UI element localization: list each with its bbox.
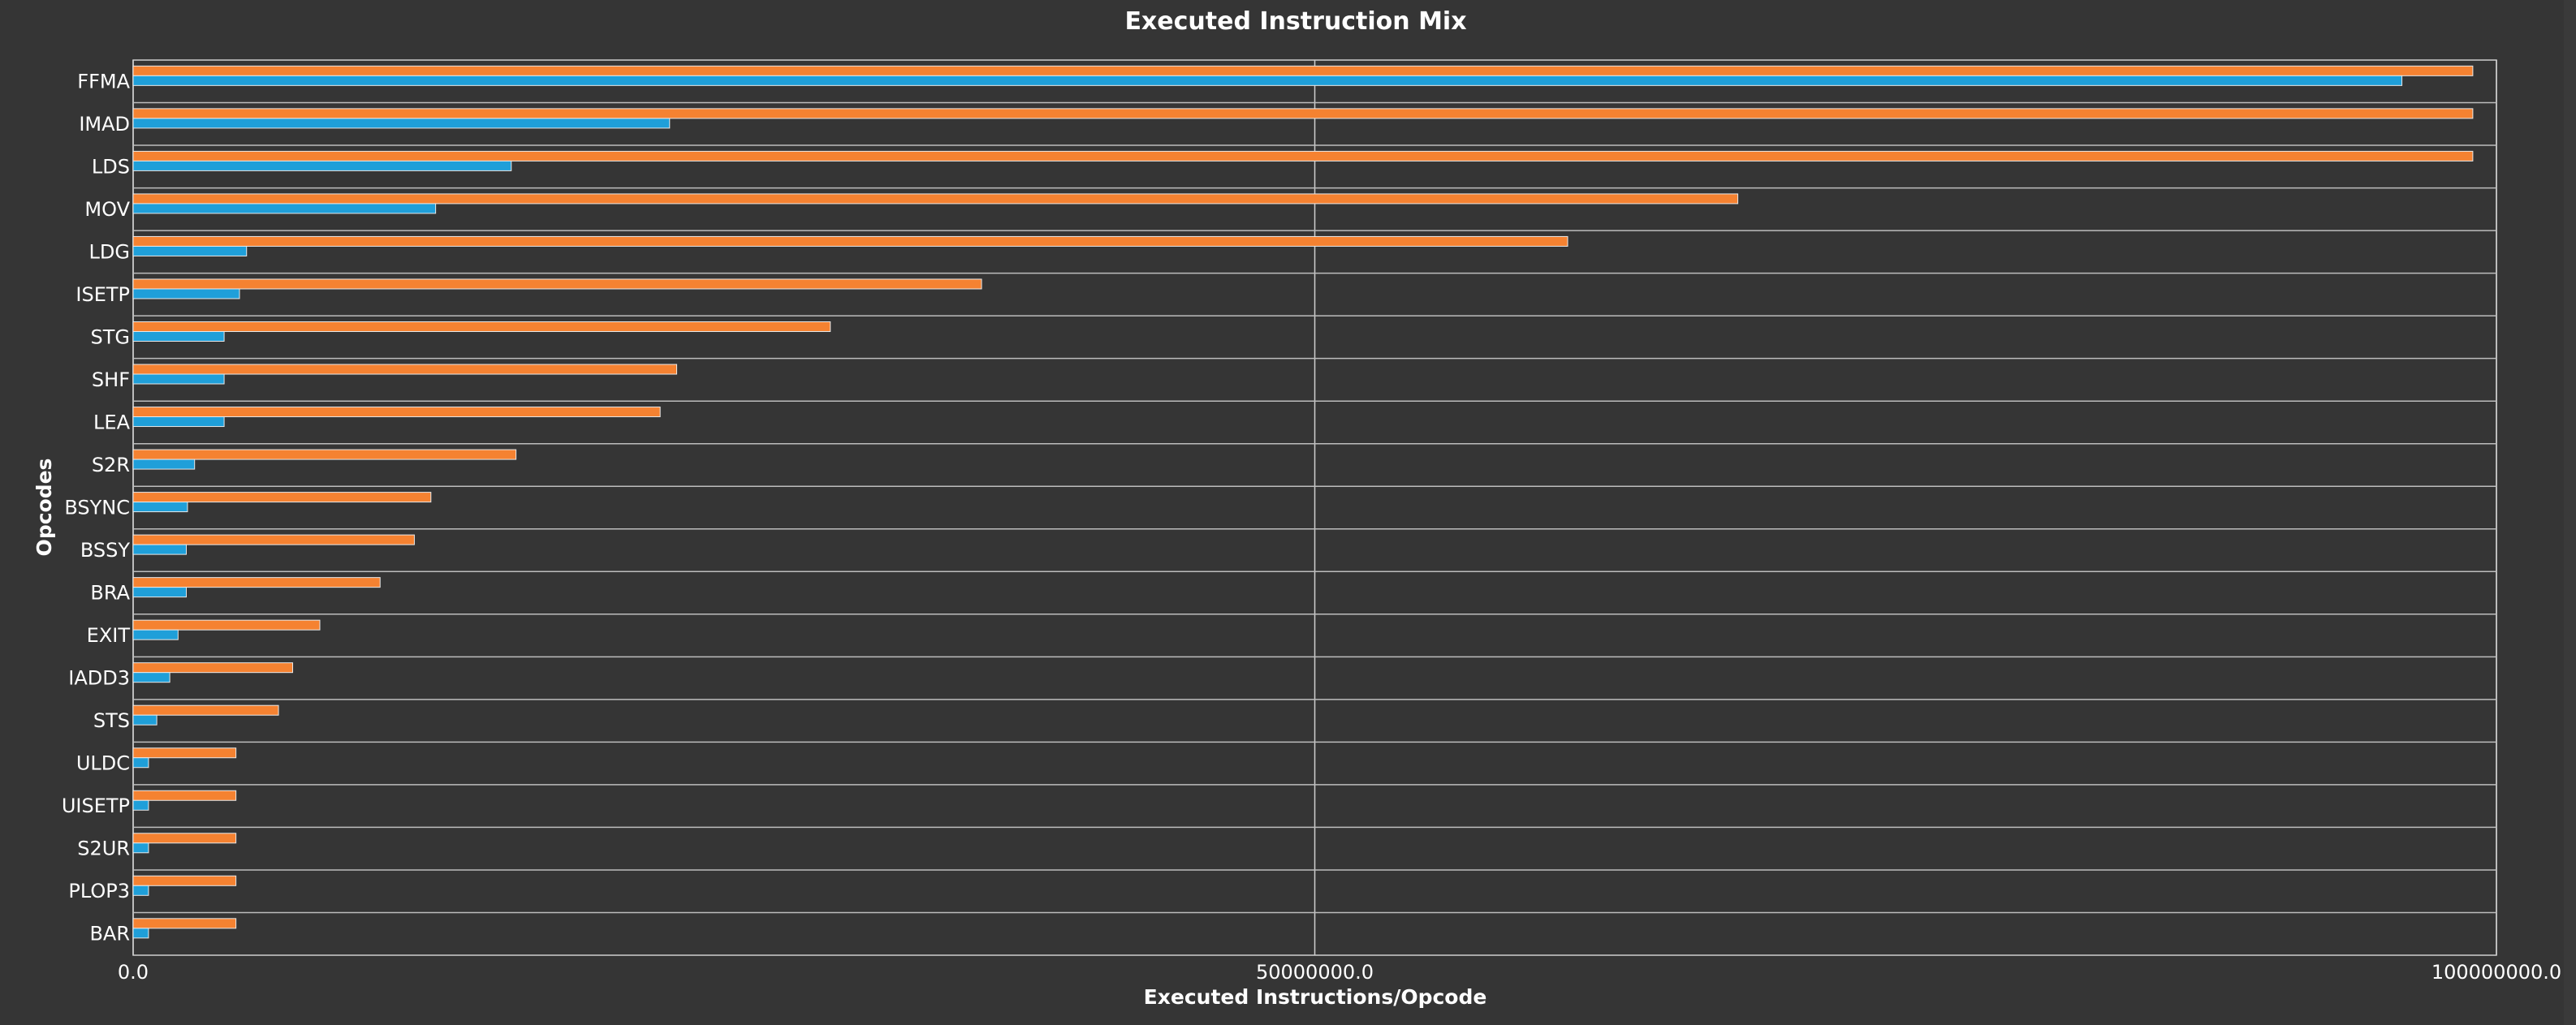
bar-lds-series-1 <box>132 150 2474 162</box>
category-label-stg: STG <box>91 325 131 348</box>
bar-ffma-series-1 <box>132 65 2474 76</box>
bar-bssy-series-2 <box>132 544 187 555</box>
bar-s2r-series-1 <box>132 449 517 460</box>
bar-mov-series-1 <box>132 193 1739 205</box>
bar-bssy-series-1 <box>132 534 415 545</box>
category-label-sts: STS <box>93 709 130 732</box>
bar-isetp-series-1 <box>132 278 982 290</box>
bar-exit-series-1 <box>132 619 321 631</box>
bar-imad-series-1 <box>132 108 2474 119</box>
bar-stg-series-2 <box>132 330 225 342</box>
category-label-ffma: FFMA <box>77 70 130 93</box>
category-label-iadd3: IADD3 <box>68 667 130 690</box>
bar-stg-series-1 <box>132 321 831 332</box>
bar-lds-series-2 <box>132 160 512 171</box>
category-label-uisetp: UISETP <box>62 795 130 817</box>
bar-bar-series-1 <box>132 918 237 929</box>
bar-ldg-series-2 <box>132 245 248 256</box>
category-label-bra: BRA <box>90 582 130 605</box>
bar-s2ur-series-1 <box>132 833 237 844</box>
bar-sts-series-1 <box>132 704 279 716</box>
category-label-lds: LDS <box>92 155 130 178</box>
bar-shf-series-1 <box>132 364 678 375</box>
category-labels: FFMA IMAD LDS MOV LDG ISETP STG SHF LEA S2R BSYNC B… <box>62 70 131 945</box>
category-label-bsync: BSYNC <box>64 497 130 519</box>
bars <box>132 65 2474 939</box>
bar-isetp-series-2 <box>132 288 240 299</box>
bar-uisetp-series-2 <box>132 799 149 811</box>
bar-uldc-series-2 <box>132 757 149 769</box>
bar-iadd3-series-1 <box>132 662 293 674</box>
category-label-plop3: PLOP3 <box>68 880 130 902</box>
vertical-scrollbar[interactable] <box>2564 0 2576 1025</box>
chart-title: Executed Instruction Mix <box>1124 7 1466 36</box>
y-axis-label: Opcodes <box>32 459 56 557</box>
x-tick-label: 100000000.0 <box>2431 961 2561 984</box>
category-label-lea: LEA <box>93 411 131 433</box>
bar-s2ur-series-2 <box>132 842 149 854</box>
bar-bra-series-1 <box>132 577 381 588</box>
bar-bar-series-2 <box>132 928 149 939</box>
bar-bsync-series-2 <box>132 502 188 513</box>
category-label-imad: IMAD <box>79 113 130 136</box>
bar-iadd3-series-2 <box>132 672 170 683</box>
category-label-exit: EXIT <box>87 624 131 647</box>
bar-imad-series-2 <box>132 118 671 129</box>
x-tick-label: 0.0 <box>118 961 149 984</box>
bar-uldc-series-1 <box>132 747 237 759</box>
bar-ffma-series-2 <box>132 75 2403 86</box>
x-tick-labels: 0.0 50000000.0 100000000.0 <box>118 961 2561 984</box>
category-label-bssy: BSSY <box>80 539 131 562</box>
bar-bra-series-2 <box>132 587 187 598</box>
bar-lea-series-1 <box>132 407 661 418</box>
bar-s2r-series-2 <box>132 459 196 470</box>
category-label-uldc: ULDC <box>76 752 130 775</box>
bar-exit-series-2 <box>132 629 179 640</box>
bar-bsync-series-1 <box>132 492 432 503</box>
category-label-shf: SHF <box>92 368 130 391</box>
bar-shf-series-2 <box>132 373 225 385</box>
category-label-s2ur: S2UR <box>77 838 130 860</box>
bar-plop3-series-2 <box>132 885 149 896</box>
category-label-s2r: S2R <box>92 454 130 476</box>
bar-ldg-series-1 <box>132 235 1568 247</box>
bar-plop3-series-1 <box>132 875 237 886</box>
bar-sts-series-2 <box>132 714 157 726</box>
x-axis-label: Executed Instructions/Opcode <box>1144 985 1487 1009</box>
category-label-isetp: ISETP <box>76 283 130 306</box>
bar-mov-series-2 <box>132 203 437 214</box>
category-label-bar: BAR <box>89 923 130 945</box>
bar-uisetp-series-1 <box>132 790 237 801</box>
bar-lea-series-2 <box>132 416 225 428</box>
category-label-mov: MOV <box>84 198 130 221</box>
x-tick-label: 50000000.0 <box>1256 961 1374 984</box>
category-label-ldg: LDG <box>89 240 130 263</box>
